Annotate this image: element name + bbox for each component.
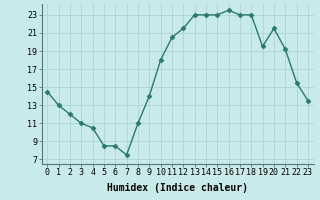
X-axis label: Humidex (Indice chaleur): Humidex (Indice chaleur) — [107, 183, 248, 193]
